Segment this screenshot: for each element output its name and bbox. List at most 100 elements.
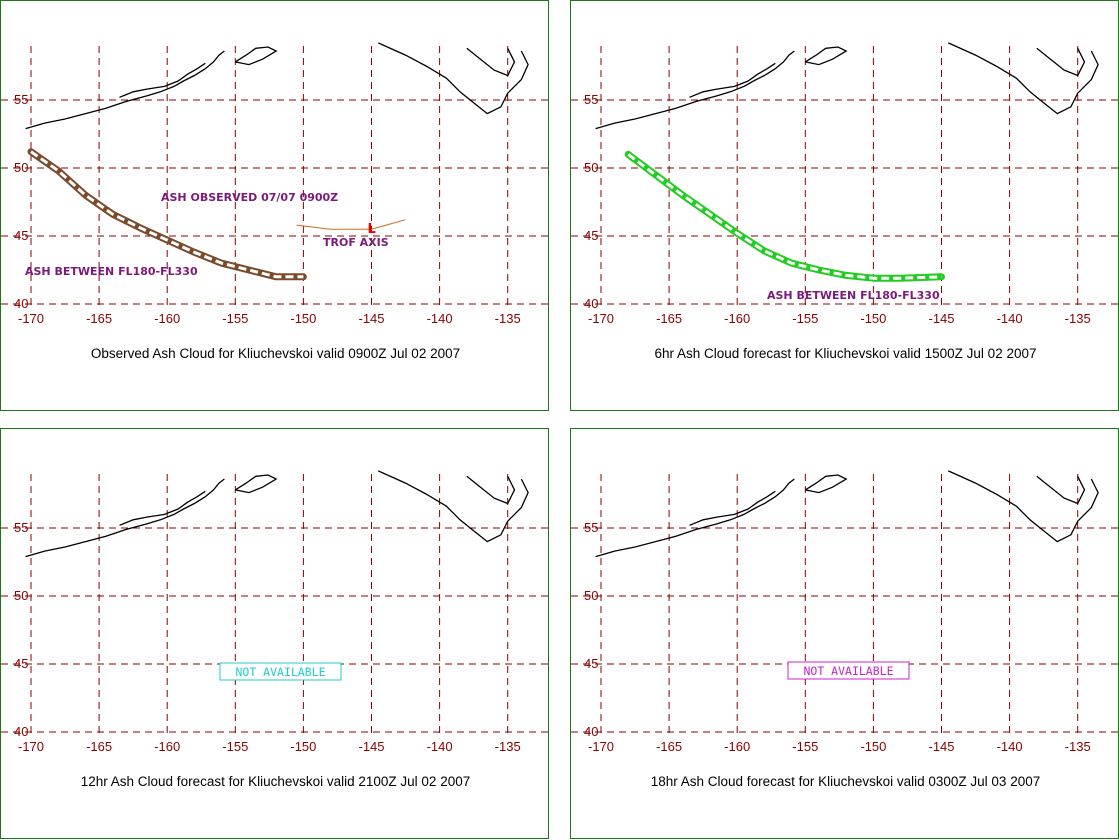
ash-between-label: ASH BETWEEN FL180-FL330 xyxy=(767,289,940,302)
lon-tick-label: -150 xyxy=(290,311,316,326)
lon-tick-label: -140 xyxy=(997,311,1023,326)
panel-caption: 18hr Ash Cloud forecast for Kliuchevskoi… xyxy=(650,774,1041,789)
coastline xyxy=(25,470,529,558)
coast-segment xyxy=(948,470,1099,543)
lon-tick-label: -170 xyxy=(18,311,44,326)
lon-tick-label: -135 xyxy=(1065,739,1091,754)
lat-lon-grid xyxy=(1,474,549,734)
lat-lon-grid xyxy=(571,46,1119,306)
lat-tick-label: 50 xyxy=(14,160,28,175)
ash-cloud-band xyxy=(624,150,945,282)
lat-tick-label: 40 xyxy=(14,724,28,739)
lon-tick-label: -145 xyxy=(358,739,384,754)
axis-tick-labels: -170 -165 -160 -155 -150 -145 -140 -135 55 50 45 40 xyxy=(14,92,521,326)
coast-segment xyxy=(595,50,795,130)
trof-axis-line xyxy=(296,219,406,230)
panel-18hr-forecast: -170 -165 -160 -155 -150 -145 -140 -135 55 50 45 40… xyxy=(570,428,1119,839)
lon-tick-label: -140 xyxy=(997,739,1023,754)
coast-segment xyxy=(378,470,529,543)
coast-segment xyxy=(804,474,848,494)
panel-12hr-forecast: -170 -165 -160 -155 -150 -145 -140 -135 55 50 45 40… xyxy=(0,428,549,839)
lon-tick-label: -160 xyxy=(154,311,180,326)
not-available-text: NOT AVAILABLE xyxy=(803,664,893,678)
coast-segment xyxy=(119,490,206,526)
coast-segment xyxy=(689,490,776,526)
lon-tick-label: -150 xyxy=(290,739,316,754)
lon-tick-label: -160 xyxy=(724,739,750,754)
panel-caption: 12hr Ash Cloud forecast for Kliuchevskoi… xyxy=(80,774,471,789)
axis-tick-labels: -170 -165 -160 -155 -150 -145 -140 -135 55 50 45 40 xyxy=(584,92,1091,326)
lat-tick-label: 40 xyxy=(14,296,28,311)
lon-tick-label: -165 xyxy=(656,311,682,326)
lat-tick-label: 55 xyxy=(14,92,28,107)
coast-segment xyxy=(234,46,278,66)
lon-tick-label: -145 xyxy=(358,311,384,326)
map-18hr: -170 -165 -160 -155 -150 -145 -140 -135 55 50 45 40… xyxy=(571,470,1119,754)
lon-tick-label: -135 xyxy=(495,311,521,326)
lat-tick-label: 55 xyxy=(14,520,28,535)
coastline xyxy=(25,42,529,130)
lat-lon-grid xyxy=(571,474,1119,734)
lon-tick-label: -170 xyxy=(588,739,614,754)
trof-axis-curve xyxy=(296,219,406,230)
axis-tick-labels: -170 -165 -160 -155 -150 -145 -140 -135 55 50 45 40 xyxy=(14,520,521,754)
lat-tick-label: 45 xyxy=(14,656,28,671)
coast-segment xyxy=(804,46,848,66)
lon-tick-label: -140 xyxy=(427,739,453,754)
lon-tick-label: -150 xyxy=(860,739,886,754)
lon-tick-label: -165 xyxy=(656,739,682,754)
map-observed: -170 -165 -160 -155 -150 -145 -140 -135 55 50 45 40… xyxy=(1,42,549,326)
lat-tick-label: 40 xyxy=(584,724,598,739)
lon-tick-label: -145 xyxy=(928,739,954,754)
lon-tick-label: -160 xyxy=(724,311,750,326)
lon-tick-label: -145 xyxy=(928,311,954,326)
coast-segment xyxy=(119,62,206,98)
not-available-text: NOT AVAILABLE xyxy=(235,665,325,679)
lon-tick-label: -140 xyxy=(427,311,453,326)
not-available-box xyxy=(219,662,342,681)
coast-segment xyxy=(948,42,1099,115)
coast-segment xyxy=(1036,47,1086,77)
lat-lon-grid xyxy=(1,46,549,306)
lat-tick-label: 45 xyxy=(584,228,598,243)
panel-6hr-forecast: -170 -165 -160 -155 -150 -145 -140 -135 55 50 45 40… xyxy=(570,0,1119,411)
lat-tick-label: 55 xyxy=(584,520,598,535)
lat-tick-label: 45 xyxy=(584,656,598,671)
ash-cloud-band-inner xyxy=(30,150,304,279)
coast-segment xyxy=(595,478,795,558)
axis-tick-labels: -170 -165 -160 -155 -150 -145 -140 -135 55 50 45 40 xyxy=(584,520,1091,754)
coast-segment xyxy=(1036,475,1086,505)
lon-tick-label: -155 xyxy=(222,739,248,754)
lon-tick-label: -150 xyxy=(860,311,886,326)
coast-segment xyxy=(25,478,225,558)
lon-tick-label: -170 xyxy=(588,311,614,326)
lon-tick-label: -135 xyxy=(495,739,521,754)
coast-segment xyxy=(466,475,516,505)
coast-segment xyxy=(234,474,278,494)
map-6hr: -170 -165 -160 -155 -150 -145 -140 -135 55 50 45 40… xyxy=(571,42,1119,326)
ash-cloud-outline xyxy=(27,148,307,281)
lon-tick-label: -165 xyxy=(86,311,112,326)
coastline xyxy=(595,42,1099,130)
trof-axis-label: TROF AXIS xyxy=(323,236,389,249)
lat-tick-label: 50 xyxy=(14,588,28,603)
lon-tick-label: -170 xyxy=(18,739,44,754)
coast-segment xyxy=(378,42,529,115)
lat-tick-label: 50 xyxy=(584,160,598,175)
lon-tick-label: -155 xyxy=(222,311,248,326)
panel-caption: Observed Ash Cloud for Kliuchevskoi vali… xyxy=(90,346,461,361)
lon-tick-label: -155 xyxy=(792,311,818,326)
coastline xyxy=(595,470,1099,558)
lon-tick-label: -165 xyxy=(86,739,112,754)
panel-caption: 6hr Ash Cloud forecast for Kliuchevskoi … xyxy=(654,346,1037,361)
ash-cloud-band-inner xyxy=(627,153,942,280)
ash-cloud-outline xyxy=(624,150,945,282)
ash-observed-label: ASH OBSERVED 07/07 0900Z xyxy=(161,191,338,204)
low-pressure-marker: L xyxy=(368,222,376,237)
panel-observed: -170 -165 -160 -155 -150 -145 -140 -135 55 50 45 40… xyxy=(0,0,549,411)
map-12hr: -170 -165 -160 -155 -150 -145 -140 -135 55 50 45 40… xyxy=(1,470,549,754)
lat-tick-label: 45 xyxy=(14,228,28,243)
coast-segment xyxy=(689,62,776,98)
coast-segment xyxy=(466,47,516,77)
lat-tick-label: 50 xyxy=(584,588,598,603)
